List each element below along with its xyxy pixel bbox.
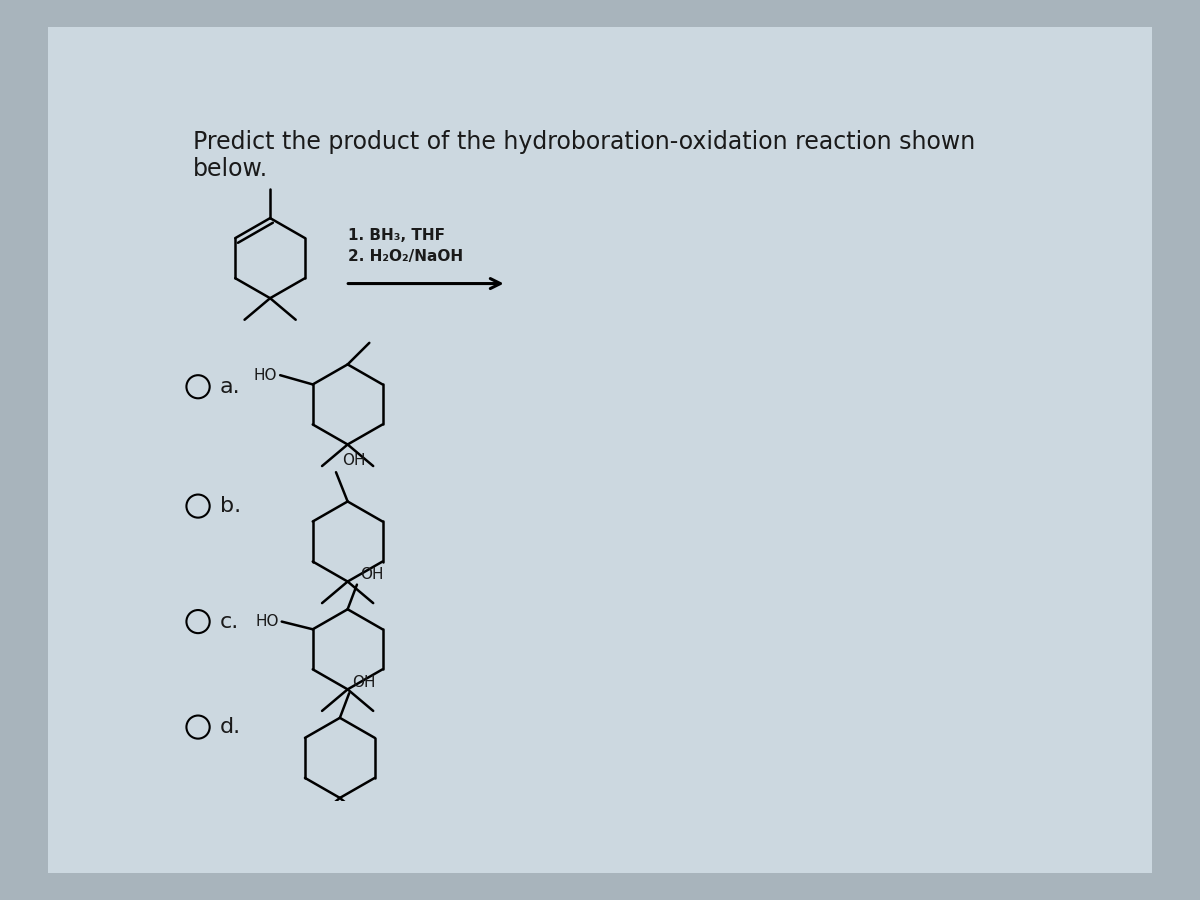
- Text: Predict the product of the hydroboration-oxidation reaction shown: Predict the product of the hydroboration…: [193, 130, 974, 154]
- Text: b.: b.: [220, 496, 241, 516]
- Text: 1. BH₃, THF: 1. BH₃, THF: [348, 228, 445, 243]
- Text: d.: d.: [220, 717, 241, 737]
- Text: OH: OH: [353, 675, 376, 690]
- Text: HO: HO: [253, 368, 277, 382]
- Text: below.: below.: [193, 157, 268, 181]
- Text: OH: OH: [342, 454, 366, 468]
- Text: c.: c.: [220, 612, 239, 632]
- Text: OH: OH: [360, 567, 384, 581]
- Text: HO: HO: [256, 614, 278, 629]
- Text: 2. H₂O₂/NaOH: 2. H₂O₂/NaOH: [348, 248, 463, 264]
- Text: a.: a.: [220, 377, 240, 397]
